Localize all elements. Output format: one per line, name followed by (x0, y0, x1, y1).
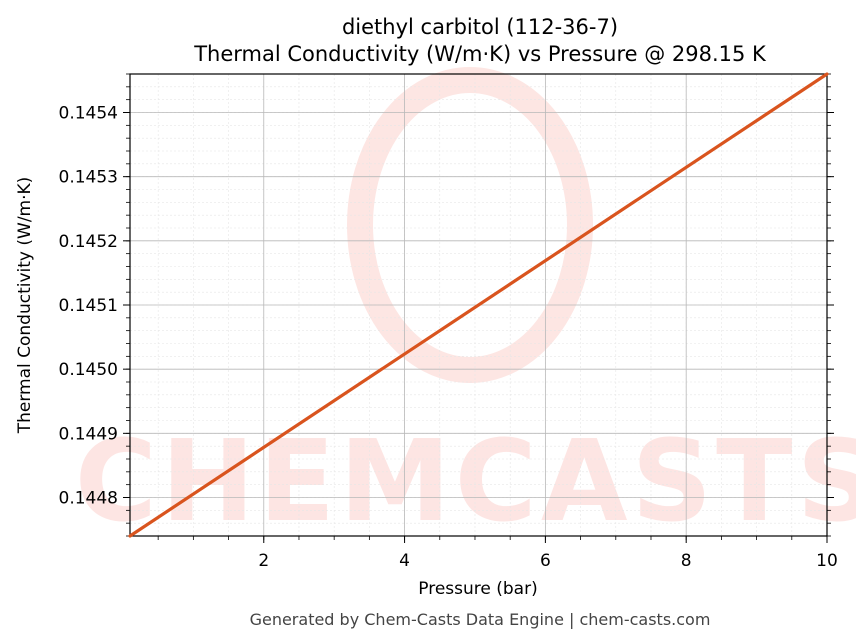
watermark-logo-swirl (347, 67, 593, 383)
footer-text: Generated by Chem-Casts Data Engine | ch… (250, 610, 711, 629)
x-tick-label: 4 (399, 551, 410, 571)
y-tick-label: 0.1450 (59, 360, 118, 380)
y-tick-label: 0.1453 (59, 168, 118, 188)
grid (130, 73, 828, 537)
x-tick-label: 6 (540, 551, 551, 571)
x-tick-label: 2 (258, 551, 269, 571)
y-tick-label: 0.1454 (59, 104, 118, 124)
watermark-text: CHEMCASTS (75, 417, 856, 547)
y-tick-label: 0.1452 (59, 232, 118, 252)
series-line (128, 72, 829, 538)
chart-title: diethyl carbitol (112-36-7) (342, 15, 618, 39)
chart-subtitle: Thermal Conductivity (W/m·K) vs Pressure… (193, 42, 767, 66)
y-tick-label: 0.1449 (59, 424, 118, 444)
watermark: CHEMCASTS (75, 67, 856, 547)
y-axis-label: Thermal Conductivity (W/m·K) (15, 177, 35, 435)
series-layer (128, 72, 829, 538)
axis-ticks: 2 4 6 8 10 0.1448 0.1449 0.1450 0.1451 0.1452 0.14… (59, 73, 838, 571)
y-tick-label: 0.1451 (59, 296, 118, 316)
x-tick-label: 8 (681, 551, 692, 571)
x-tick-label: 10 (816, 551, 838, 571)
x-axis-label: Pressure (bar) (418, 579, 537, 599)
y-tick-label: 0.1448 (59, 489, 118, 509)
